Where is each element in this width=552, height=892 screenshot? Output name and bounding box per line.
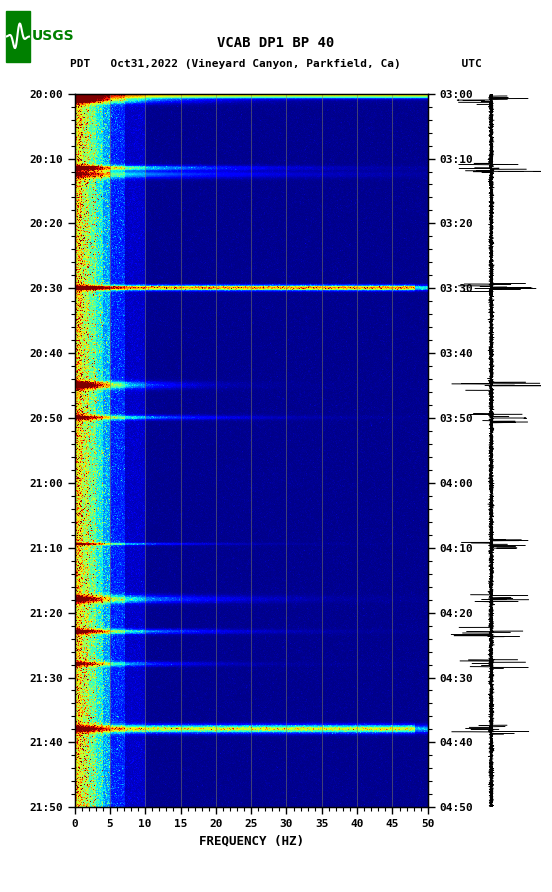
Text: VCAB DP1 BP 40: VCAB DP1 BP 40 <box>217 36 335 50</box>
Text: USGS: USGS <box>32 29 75 43</box>
X-axis label: FREQUENCY (HZ): FREQUENCY (HZ) <box>199 835 304 847</box>
Text: PDT   Oct31,2022 (Vineyard Canyon, Parkfield, Ca)         UTC: PDT Oct31,2022 (Vineyard Canyon, Parkfie… <box>70 59 482 70</box>
Bar <box>6 11 30 62</box>
